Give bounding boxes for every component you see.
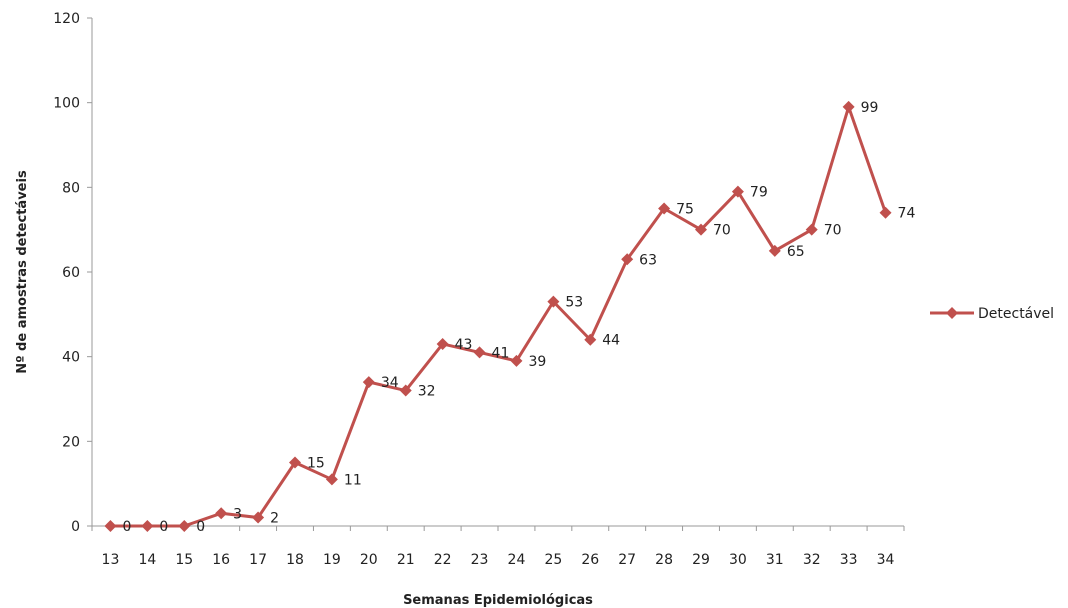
data-point-marker [621, 253, 634, 266]
data-label: 34 [381, 375, 399, 391]
x-tick-label: 16 [212, 552, 230, 568]
y-tick-label: 40 [62, 350, 80, 366]
x-tick-label: 19 [323, 552, 341, 568]
y-axis-title: Nº de amostras detectáveis [15, 170, 30, 374]
data-point-marker [325, 473, 338, 486]
data-point-marker [768, 244, 781, 257]
data-label: 11 [344, 472, 362, 488]
data-point-marker [879, 206, 892, 219]
data-label: 43 [455, 337, 473, 353]
data-label: 0 [196, 519, 205, 535]
x-tick-label: 25 [544, 552, 562, 568]
data-point-marker [805, 223, 818, 236]
data-point-marker [584, 333, 597, 346]
x-tick-label: 13 [102, 552, 120, 568]
y-tick-label: 120 [53, 11, 80, 27]
x-tick-label: 27 [618, 552, 636, 568]
y-tick-label: 60 [62, 265, 80, 281]
data-label: 44 [602, 333, 620, 349]
x-axis-title: Semanas Epidemiológicas [403, 593, 593, 608]
y-tick-label: 80 [62, 180, 80, 196]
data-label: 0 [159, 519, 168, 535]
data-label: 99 [861, 100, 879, 116]
data-label: 41 [492, 345, 510, 361]
data-point-marker [178, 520, 191, 532]
x-tick-label: 30 [729, 552, 747, 568]
data-point-marker [436, 337, 449, 350]
data-point-marker [510, 354, 523, 367]
x-tick-label: 18 [286, 552, 304, 568]
data-label: 53 [565, 295, 583, 311]
data-point-marker [547, 295, 560, 308]
x-tick-labels: 13 14 15 16 17 18 19 20 21 22 23 24 25 26 27 28 29 30 31 32… [91, 526, 905, 568]
x-tick-label: 23 [471, 552, 489, 568]
data-label: 74 [898, 206, 916, 222]
data-point-marker [658, 202, 671, 215]
data-point-marker [252, 511, 265, 524]
data-label: 79 [750, 185, 768, 201]
data-label: 75 [676, 202, 694, 218]
x-tick-label: 15 [175, 552, 193, 568]
data-point-marker [289, 456, 301, 469]
x-tick-label: 29 [692, 552, 710, 568]
y-tick-label: 0 [71, 519, 80, 535]
data-label: 70 [713, 223, 731, 239]
data-label: 2 [270, 511, 279, 527]
data-point-marker [104, 520, 117, 532]
y-tick-label: 20 [62, 434, 80, 450]
series-line [110, 105, 887, 528]
data-point-marker [141, 520, 154, 532]
data-label: 70 [824, 223, 842, 239]
x-tick-label: 22 [434, 552, 452, 568]
x-tick-label: 32 [803, 552, 821, 568]
data-label: 63 [639, 252, 657, 268]
legend: Detectável [930, 306, 1054, 322]
data-point-marker [731, 185, 744, 198]
data-point-marker [695, 223, 707, 236]
x-tick-label: 28 [655, 552, 673, 568]
y-tick-label: 100 [53, 96, 80, 112]
data-point-marker [842, 100, 855, 113]
data-point-marker [215, 507, 228, 520]
data-label: 65 [787, 244, 805, 260]
x-tick-label: 31 [766, 552, 784, 568]
data-point-marker [362, 376, 375, 389]
x-tick-label: 20 [360, 552, 378, 568]
x-tick-label: 33 [840, 552, 858, 568]
data-point-marker [399, 384, 412, 397]
series-layer [104, 100, 892, 532]
y-tick-labels: 0 20 40 60 80 100 120 [53, 11, 92, 535]
data-label: 32 [418, 384, 436, 400]
legend-label: Detectável [978, 306, 1054, 322]
data-label: 15 [307, 456, 325, 472]
x-tick-label: 24 [508, 552, 526, 568]
x-tick-label: 26 [581, 552, 599, 568]
data-label: 0 [122, 519, 131, 535]
legend-marker [946, 307, 958, 319]
data-label: 3 [233, 506, 242, 522]
x-tick-label: 14 [138, 552, 156, 568]
data-label: 39 [528, 354, 546, 370]
data-point-marker [473, 346, 486, 359]
x-tick-label: 17 [249, 552, 267, 568]
x-tick-label: 34 [877, 552, 895, 568]
x-tick-label: 21 [397, 552, 415, 568]
